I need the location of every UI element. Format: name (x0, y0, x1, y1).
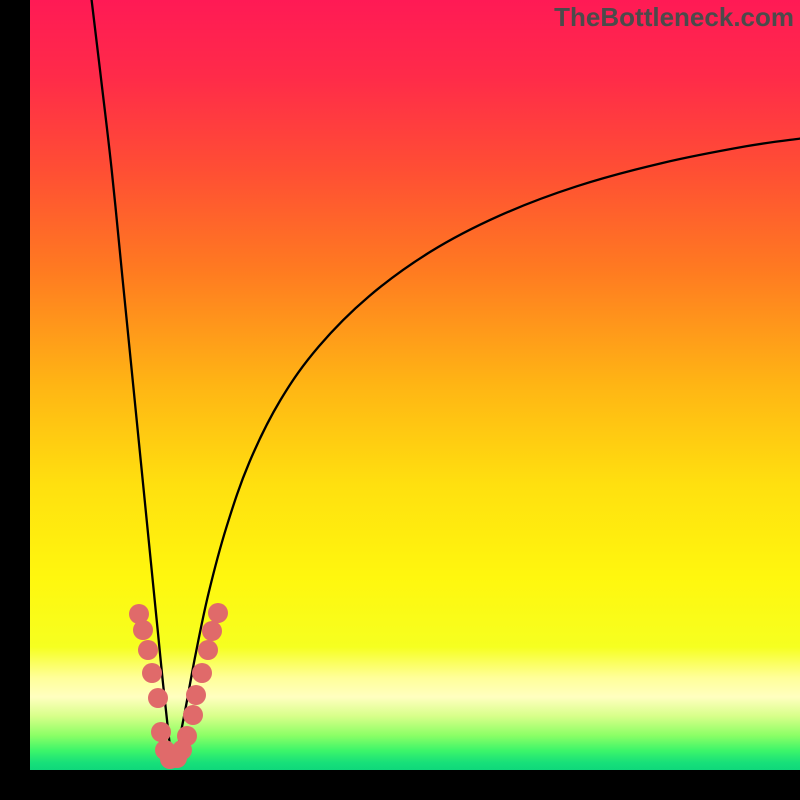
data-point (186, 685, 206, 705)
data-point (198, 640, 218, 660)
data-point (192, 663, 212, 683)
data-point (151, 722, 171, 742)
plot-area: TheBottleneck.com (30, 0, 800, 770)
bottleneck-curve-left (92, 0, 173, 766)
data-point (183, 705, 203, 725)
data-point (133, 620, 153, 640)
data-point (208, 603, 228, 623)
data-point (148, 688, 168, 708)
data-point (138, 640, 158, 660)
bottleneck-curve-right (172, 139, 800, 767)
data-point (202, 621, 222, 641)
